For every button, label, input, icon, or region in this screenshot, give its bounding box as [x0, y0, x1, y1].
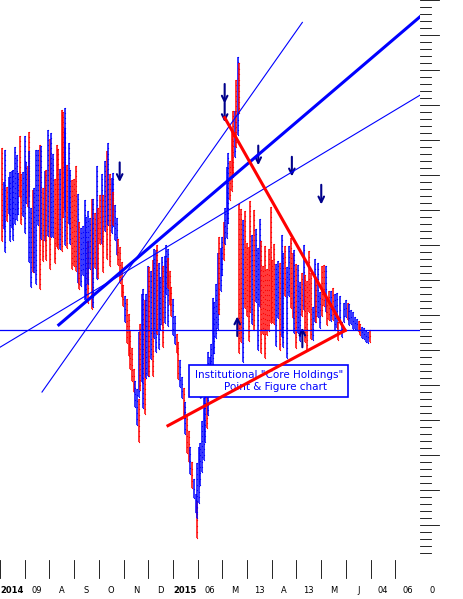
Text: S: S — [84, 586, 89, 595]
Text: 13: 13 — [303, 586, 314, 595]
Text: M: M — [330, 586, 337, 595]
Text: 06: 06 — [402, 586, 413, 595]
Text: 13: 13 — [254, 586, 265, 595]
Text: J: J — [357, 586, 359, 595]
Text: 2015: 2015 — [174, 586, 197, 595]
Text: 09: 09 — [32, 586, 42, 595]
Text: M: M — [231, 586, 238, 595]
Text: 06: 06 — [205, 586, 215, 595]
Text: 04: 04 — [378, 586, 388, 595]
Text: N: N — [133, 586, 139, 595]
Text: A: A — [59, 586, 65, 595]
Text: Institutional "Core Holdings"
    Point & Figure chart: Institutional "Core Holdings" Point & Fi… — [194, 370, 343, 392]
Text: 2014: 2014 — [0, 586, 24, 595]
Text: 0: 0 — [430, 586, 435, 595]
Text: A: A — [281, 586, 287, 595]
Text: D: D — [157, 586, 164, 595]
Text: O: O — [108, 586, 114, 595]
